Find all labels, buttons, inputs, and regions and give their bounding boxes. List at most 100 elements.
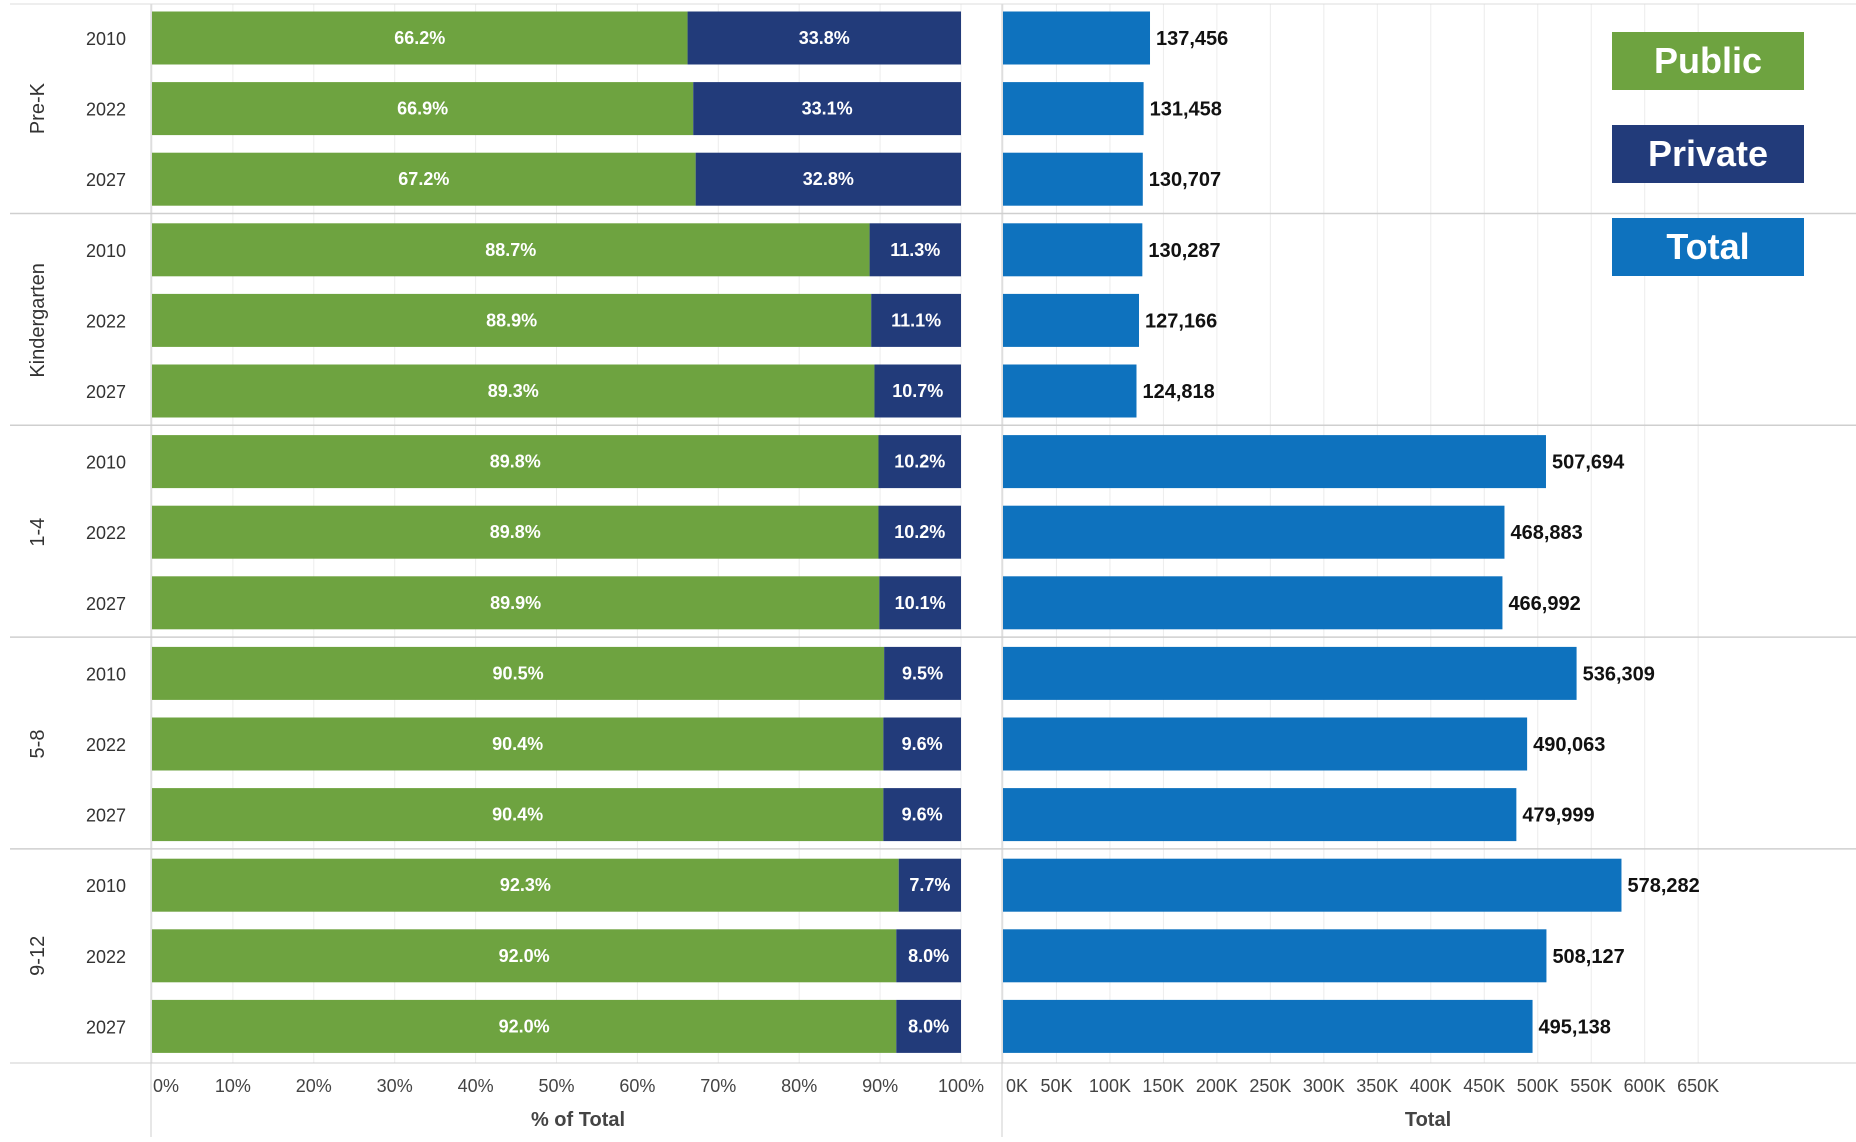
total-value-label-1-4-2010: 507,694	[1552, 452, 1625, 474]
right-tick-label: 650K	[1677, 1076, 1719, 1096]
public-pct-label-1-4-2022: 89.8%	[490, 522, 541, 542]
legend-item-total: Total	[1612, 218, 1804, 276]
right-tick-label: 450K	[1463, 1076, 1505, 1096]
private-pct-label-kindergarten-2010: 11.3%	[890, 240, 940, 260]
total-value-label-9-12-2022: 508,127	[1552, 946, 1624, 968]
private-pct-label-5-8-2027: 9.6%	[902, 805, 943, 825]
year-label-kindergarten-2010: 2010	[86, 241, 126, 261]
public-pct-label-5-8-2010: 90.5%	[493, 663, 544, 683]
public-pct-label-5-8-2027: 90.4%	[492, 805, 543, 825]
private-bar-1-4-2010	[878, 435, 961, 489]
public-pct-label-9-12-2022: 92.0%	[499, 946, 550, 966]
public-bar-pre-k-2010	[152, 11, 688, 65]
private-bar-5-8-2010	[884, 646, 961, 700]
total-value-label-5-8-2022: 490,063	[1533, 734, 1605, 756]
private-bar-5-8-2027	[883, 788, 961, 842]
right-axis-title: Total	[1405, 1109, 1451, 1131]
total-value-label-kindergarten-2022: 127,166	[1145, 310, 1217, 332]
private-bar-5-8-2022	[883, 717, 961, 771]
total-value-label-9-12-2010: 578,282	[1627, 875, 1699, 897]
right-tick-label: 100K	[1089, 1076, 1131, 1096]
year-label-5-8-2010: 2010	[86, 664, 126, 684]
private-pct-label-9-12-2027: 8.0%	[908, 1016, 949, 1036]
private-pct-label-1-4-2022: 10.2%	[894, 522, 945, 542]
private-pct-label-9-12-2010: 7.7%	[909, 875, 950, 895]
total-bar-9-12-2027	[1003, 999, 1533, 1053]
public-bar-kindergarten-2010	[152, 223, 870, 277]
legend-label-public: Public	[1653, 40, 1763, 81]
year-label-pre-k-2022: 2022	[86, 100, 126, 120]
right-tick-label: 600K	[1624, 1076, 1666, 1096]
total-bar-pre-k-2027	[1003, 152, 1143, 206]
total-value-label-1-4-2022: 468,883	[1510, 522, 1582, 544]
group-label-kindergarten: Kindergarten	[27, 263, 49, 378]
public-pct-label-kindergarten-2027: 89.3%	[488, 381, 539, 401]
total-value-label-1-4-2027: 466,992	[1508, 593, 1580, 615]
total-bar-9-12-2022	[1003, 929, 1547, 983]
total-bar-pre-k-2022	[1003, 82, 1144, 136]
left-tick-label: 60%	[619, 1076, 655, 1096]
left-tick-label: 50%	[538, 1076, 574, 1096]
total-bar-1-4-2022	[1003, 505, 1505, 559]
private-bar-kindergarten-2010	[869, 223, 961, 277]
year-label-9-12-2027: 2027	[86, 1017, 126, 1037]
private-bar-1-4-2027	[879, 576, 961, 630]
year-label-5-8-2027: 2027	[86, 806, 126, 826]
right-tick-label: 0K	[1006, 1076, 1028, 1096]
public-bar-5-8-2022	[152, 717, 884, 771]
public-bar-pre-k-2027	[152, 152, 696, 206]
group-label-pre-k: Pre-K	[27, 82, 49, 134]
public-pct-label-5-8-2022: 90.4%	[492, 734, 543, 754]
public-pct-label-pre-k-2010: 66.2%	[394, 28, 445, 48]
total-bar-pre-k-2010	[1003, 11, 1151, 65]
private-bar-pre-k-2027	[695, 152, 961, 206]
right-tick-label: 300K	[1303, 1076, 1345, 1096]
total-bar-5-8-2027	[1003, 788, 1517, 842]
left-tick-label: 30%	[377, 1076, 413, 1096]
public-bar-5-8-2027	[152, 788, 884, 842]
right-tick-label: 350K	[1356, 1076, 1398, 1096]
legend-label-total: Total	[1666, 226, 1750, 267]
total-bar-1-4-2010	[1003, 435, 1546, 489]
year-label-pre-k-2010: 2010	[86, 29, 126, 49]
private-bar-9-12-2022	[896, 929, 961, 983]
left-tick-label: 70%	[700, 1076, 736, 1096]
year-label-1-4-2027: 2027	[86, 594, 126, 614]
total-value-label-pre-k-2027: 130,707	[1149, 169, 1221, 191]
public-pct-label-9-12-2027: 92.0%	[499, 1016, 550, 1036]
total-value-label-kindergarten-2010: 130,287	[1148, 240, 1220, 262]
left-tick-label: 100%	[938, 1076, 984, 1096]
legend-item-private: Private	[1612, 125, 1804, 183]
right-tick-label: 150K	[1142, 1076, 1184, 1096]
right-tick-label: 400K	[1410, 1076, 1452, 1096]
public-pct-label-pre-k-2027: 67.2%	[398, 169, 449, 189]
year-label-kindergarten-2022: 2022	[86, 311, 126, 331]
private-bar-pre-k-2022	[693, 82, 961, 136]
public-bar-9-12-2022	[152, 929, 897, 983]
group-label-1-4: 1-4	[27, 518, 49, 547]
year-label-1-4-2010: 2010	[86, 453, 126, 473]
right-tick-label: 500K	[1517, 1076, 1559, 1096]
total-value-label-pre-k-2010: 137,456	[1156, 28, 1228, 50]
left-tick-label: 80%	[781, 1076, 817, 1096]
private-pct-label-5-8-2010: 9.5%	[902, 663, 943, 683]
group-label-5-8: 5-8	[27, 730, 49, 759]
total-bar-1-4-2027	[1003, 576, 1503, 630]
total-value-label-9-12-2027: 495,138	[1539, 1016, 1611, 1038]
public-bar-1-4-2022	[152, 505, 879, 559]
private-pct-label-9-12-2022: 8.0%	[908, 946, 949, 966]
public-bar-kindergarten-2027	[152, 364, 875, 418]
private-bar-1-4-2022	[878, 505, 961, 559]
year-label-5-8-2022: 2022	[86, 735, 126, 755]
bar-layer	[152, 11, 1622, 1053]
left-tick-label: 40%	[458, 1076, 494, 1096]
total-value-label-pre-k-2022: 131,458	[1150, 99, 1222, 121]
left-tick-label: 20%	[296, 1076, 332, 1096]
group-label-9-12: 9-12	[27, 936, 49, 976]
label-layer: Pre-K Kindergarten 1-4 5-8 9-12 2010 66.2% 33.8…	[27, 28, 1700, 1038]
right-tick-label: 50K	[1040, 1076, 1072, 1096]
public-bar-9-12-2010	[152, 858, 899, 912]
private-bar-kindergarten-2027	[874, 364, 961, 418]
total-bar-kindergarten-2010	[1003, 223, 1143, 277]
private-bar-9-12-2027	[896, 999, 961, 1053]
